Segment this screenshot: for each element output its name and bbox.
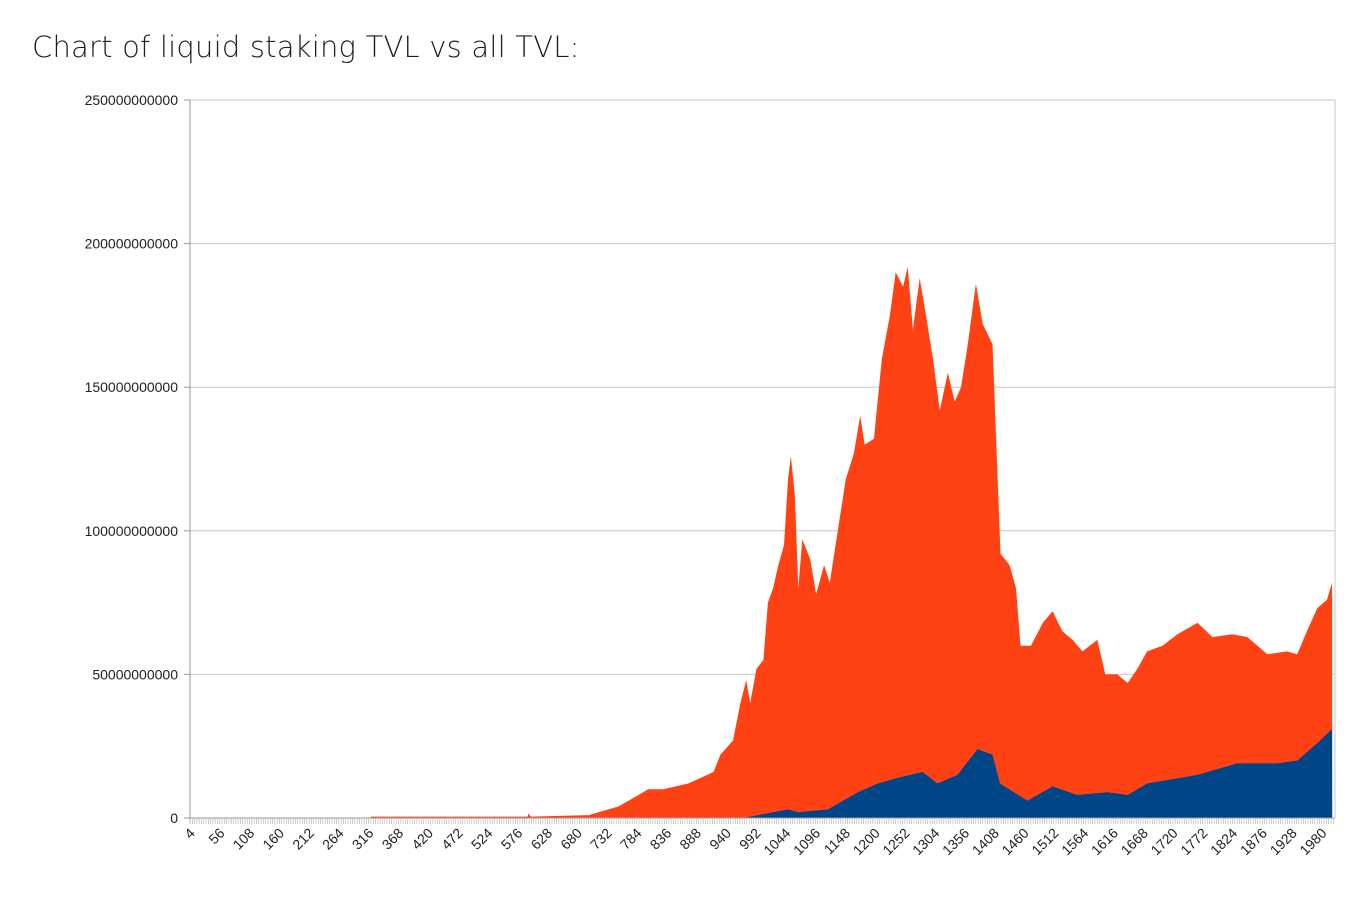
y-tick-label: 50000000000	[92, 666, 178, 682]
x-tick-label: 1200	[850, 825, 883, 858]
x-tick-label: 1616	[1088, 825, 1121, 858]
x-tick-label: 212	[289, 825, 317, 853]
x-tick-label: 992	[736, 825, 764, 853]
x-tick-label: 108	[230, 825, 258, 853]
axes	[184, 99, 1335, 824]
x-tick-label: 420	[408, 825, 436, 853]
x-tick-label: 1408	[969, 825, 1002, 858]
x-tick-label: 888	[676, 825, 704, 853]
x-tick-label: 472	[438, 825, 466, 853]
x-tick-label: 56	[205, 825, 227, 847]
x-tick-label: 940	[706, 825, 734, 853]
x-tick-label: 1720	[1147, 825, 1180, 858]
x-tick-label: 628	[527, 825, 555, 853]
page-title: Chart of liquid staking TVL vs all TVL:	[32, 30, 580, 64]
x-tick-label: 316	[349, 825, 377, 853]
y-tick-label: 150000000000	[85, 379, 179, 395]
y-tick-label: 250000000000	[85, 92, 179, 108]
x-axis-labels: 4 56 108 160 212 264 316 368 420 472 524 576 628 680 7…	[181, 825, 1330, 858]
x-tick-label: 4	[181, 825, 198, 842]
y-tick-label: 0	[170, 810, 178, 826]
x-tick-label: 576	[498, 825, 526, 853]
x-tick-label: 1512	[1028, 825, 1061, 858]
series-areas	[190, 266, 1333, 819]
x-tick-label: 264	[319, 825, 347, 853]
y-axis-labels: 0 50000000000 100000000000 150000000000 2000…	[85, 92, 179, 826]
x-tick-label: 1928	[1267, 825, 1300, 858]
area-all-tvl	[190, 266, 1333, 819]
x-tick-label: 1096	[790, 825, 823, 858]
x-tick-label: 524	[468, 825, 496, 853]
x-tick-label: 784	[617, 825, 645, 853]
x-tick-label: 1980	[1296, 825, 1329, 858]
x-tick-label: 160	[259, 825, 287, 853]
area-liquid-staking-tvl	[190, 729, 1333, 818]
x-tick-label: 1044	[760, 825, 793, 858]
x-tick-label: 1252	[879, 825, 912, 858]
y-tick-label: 100000000000	[85, 523, 179, 539]
x-tick-label: 680	[557, 825, 585, 853]
x-tick-label: 1304	[909, 825, 942, 858]
y-tick-label: 200000000000	[85, 236, 179, 252]
x-tick-label: 1668	[1118, 825, 1151, 858]
x-tick-label: 1148	[821, 825, 854, 858]
x-tick-label: 1876	[1237, 825, 1270, 858]
x-tick-label: 368	[379, 825, 407, 853]
x-tick-label: 1356	[939, 825, 972, 858]
x-tick-label: 1564	[1058, 825, 1091, 858]
x-tick-label: 1460	[998, 825, 1031, 858]
x-tick-label: 836	[647, 825, 675, 853]
x-tick-label: 1772	[1177, 825, 1210, 858]
x-tick-label: 1824	[1207, 825, 1240, 858]
x-tick-label: 732	[587, 825, 615, 853]
